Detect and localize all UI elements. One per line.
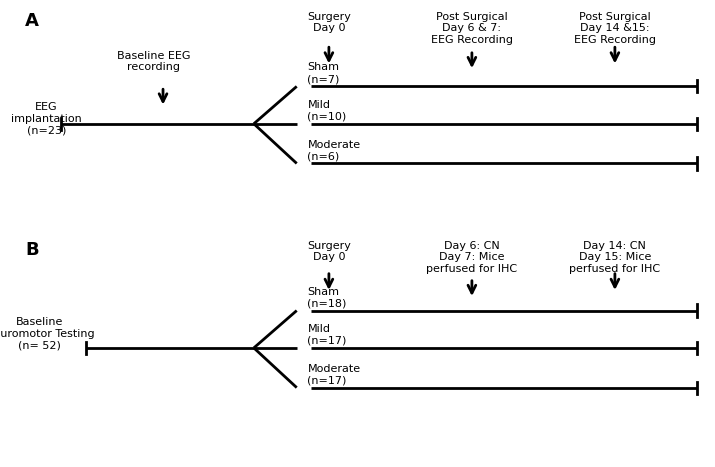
Text: Post Surgical
Day 6 & 7:
EEG Recording: Post Surgical Day 6 & 7: EEG Recording xyxy=(431,12,513,45)
Text: Moderate
(n=6): Moderate (n=6) xyxy=(307,140,360,161)
Text: Sham
(n=7): Sham (n=7) xyxy=(307,63,340,84)
Text: Baseline
Neuromotor Testing
(n= 52): Baseline Neuromotor Testing (n= 52) xyxy=(0,317,94,351)
Text: Surgery
Day 0: Surgery Day 0 xyxy=(307,241,351,262)
Text: Baseline EEG
recording: Baseline EEG recording xyxy=(117,51,190,72)
Text: B: B xyxy=(25,241,39,259)
Text: Day 14: CN
Day 15: Mice
perfused for IHC: Day 14: CN Day 15: Mice perfused for IHC xyxy=(569,241,661,274)
Text: Mild
(n=10): Mild (n=10) xyxy=(307,100,347,121)
Text: EEG
implantation
(n=23): EEG implantation (n=23) xyxy=(11,102,82,136)
Text: Mild
(n=17): Mild (n=17) xyxy=(307,324,347,346)
Text: Sham
(n=18): Sham (n=18) xyxy=(307,287,347,308)
Text: Day 6: CN
Day 7: Mice
perfused for IHC: Day 6: CN Day 7: Mice perfused for IHC xyxy=(426,241,518,274)
Text: Post Surgical
Day 14 &15:
EEG Recording: Post Surgical Day 14 &15: EEG Recording xyxy=(574,12,656,45)
Text: A: A xyxy=(25,12,39,30)
Text: Moderate
(n=17): Moderate (n=17) xyxy=(307,364,360,385)
Text: Surgery
Day 0: Surgery Day 0 xyxy=(307,12,351,33)
